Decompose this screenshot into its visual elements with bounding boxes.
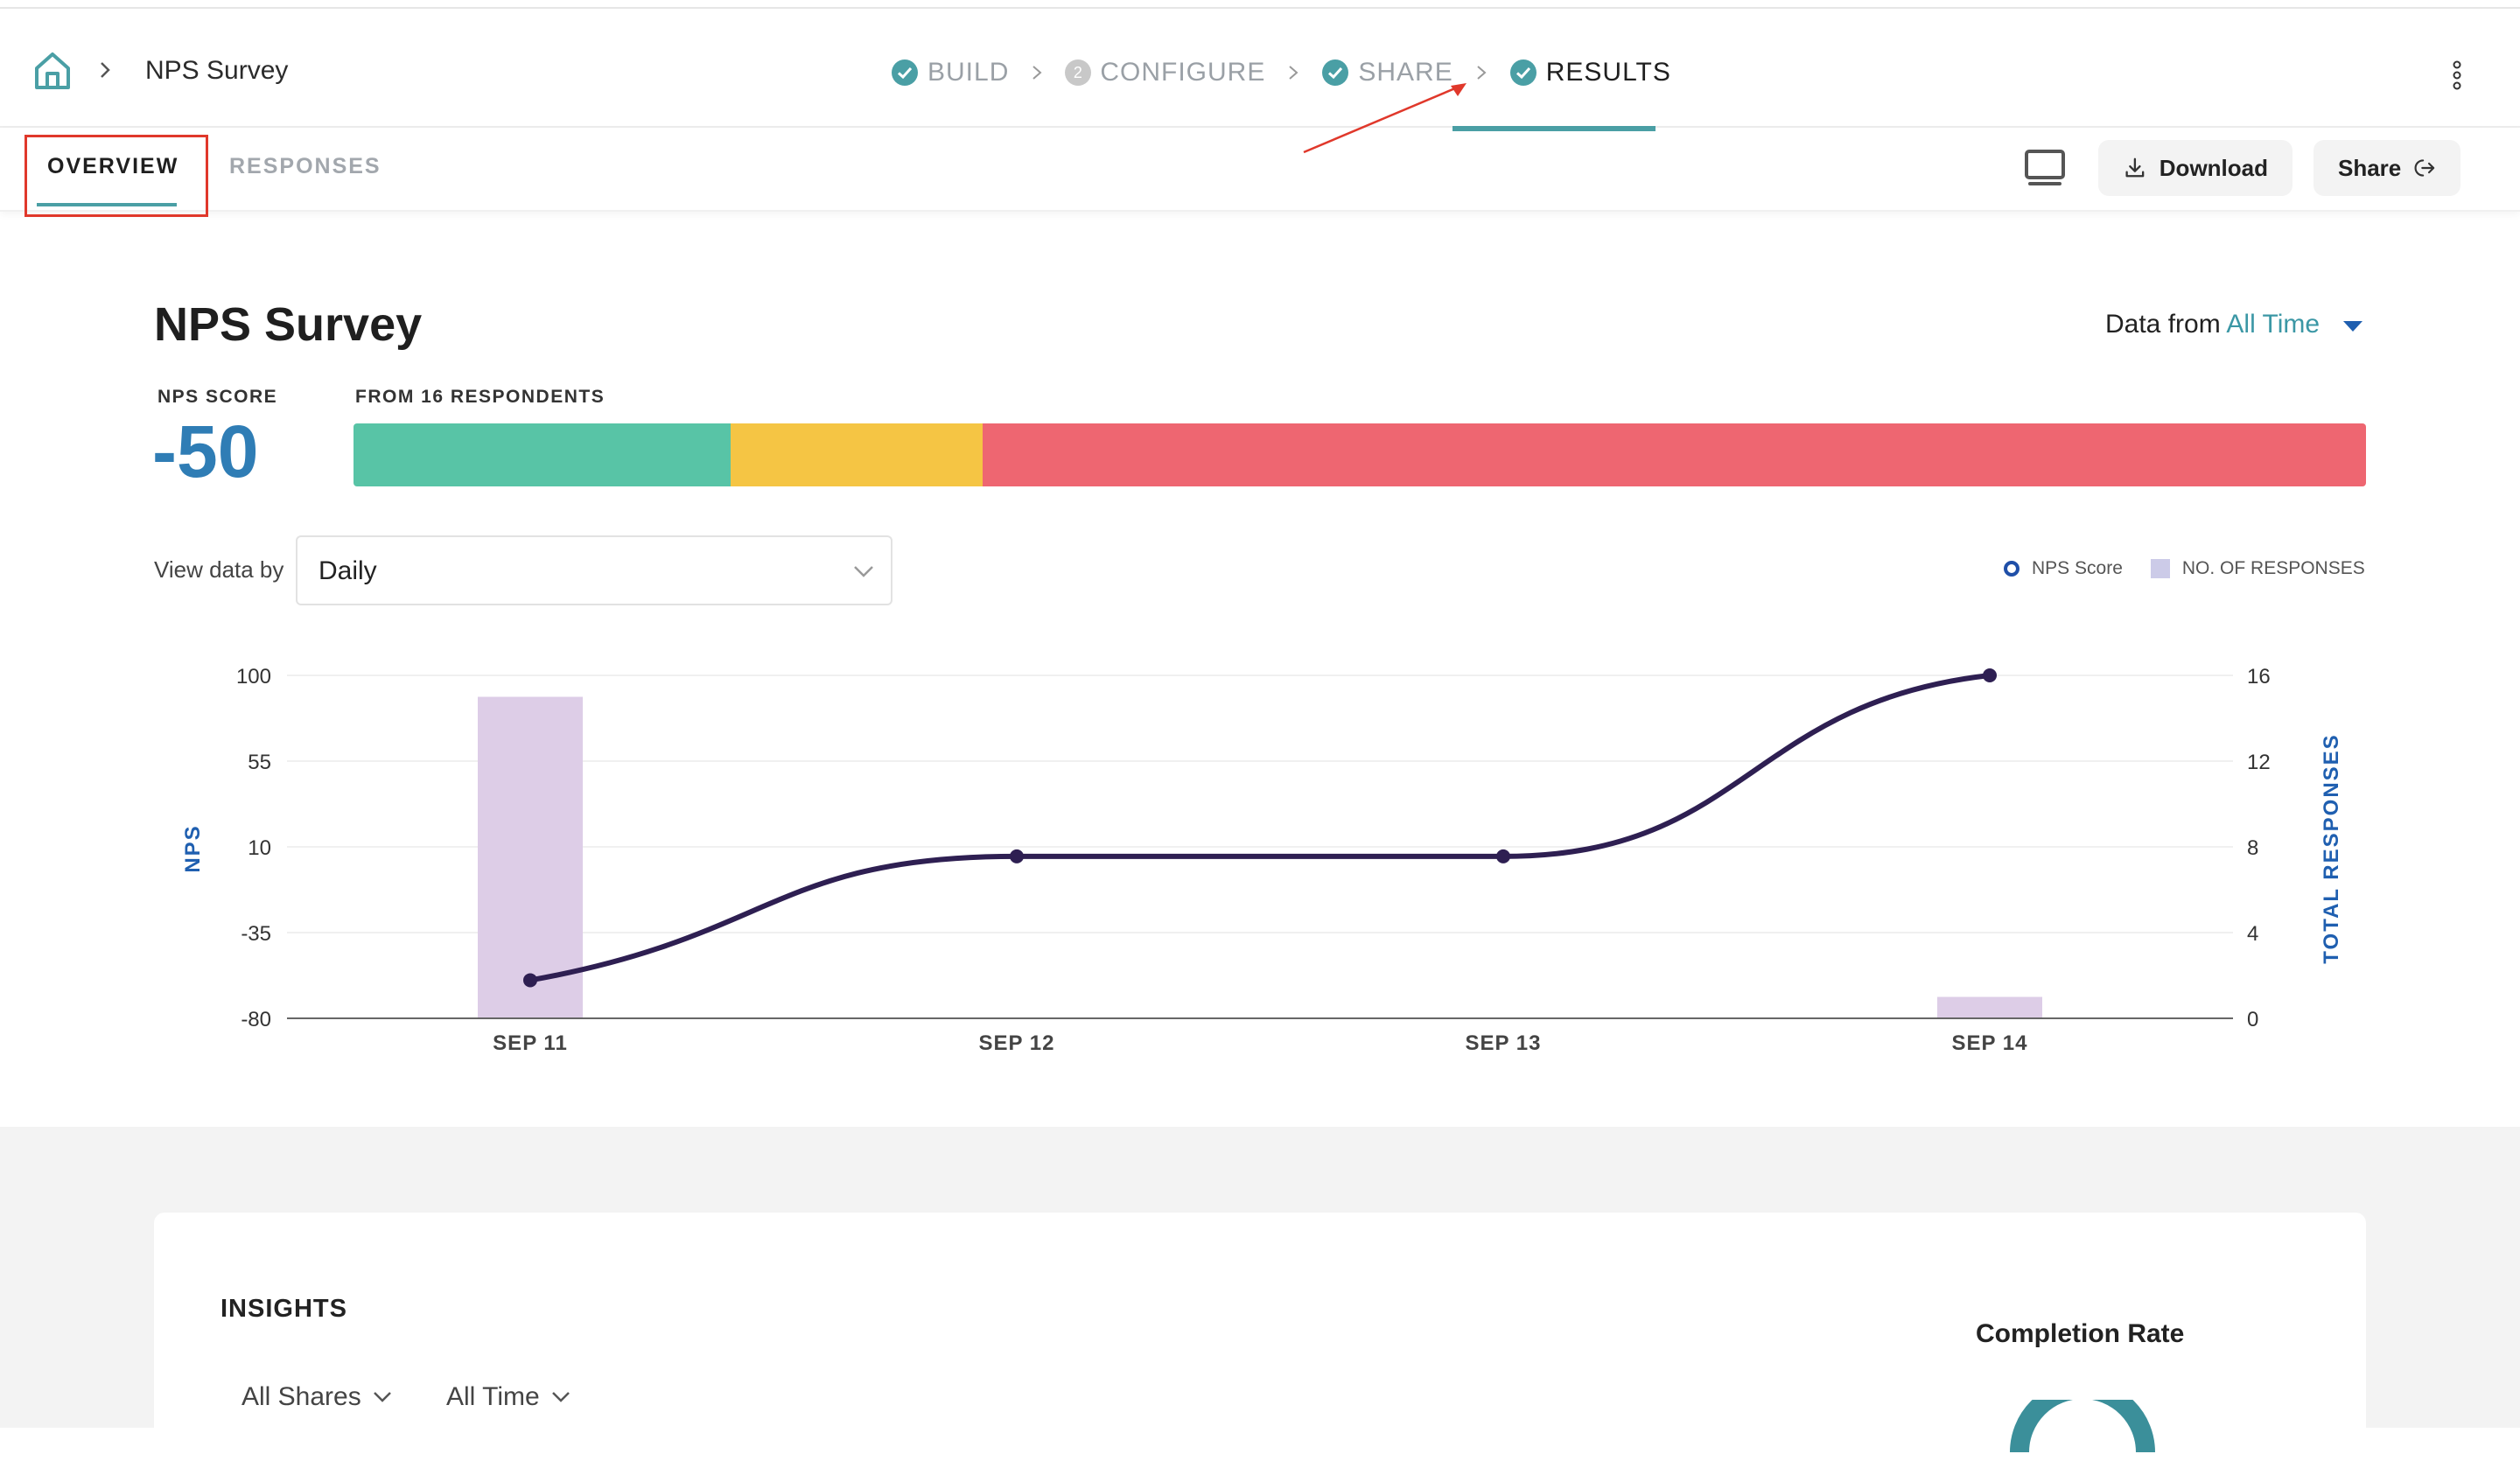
chevron-right-icon: [1477, 66, 1487, 80]
nps-distribution-bar: [354, 423, 2366, 486]
nps-chart: 100 55 10 -35 -80 16 12 8 4 0 NPS TOTAL RESPONSES SE…: [181, 665, 2343, 1055]
chevron-right-icon: [101, 62, 110, 78]
filter-shares-dropdown[interactable]: All Shares: [242, 1382, 393, 1412]
active-step-indicator: [1452, 126, 1656, 131]
home-icon[interactable]: [32, 49, 74, 91]
annotation-highlight-box: [24, 135, 208, 217]
legend-square-icon: [2150, 559, 2170, 578]
y-right-tick-label: 16: [2247, 665, 2271, 689]
view-by-select[interactable]: Daily: [296, 535, 892, 605]
x-tick-label: SEP 11: [493, 1031, 568, 1055]
filter-shares-label: All Shares: [242, 1382, 361, 1411]
chevron-down-icon: [854, 566, 873, 577]
check-circle-icon: [1322, 59, 1349, 86]
share-exit-icon: [2414, 159, 2435, 177]
nps-point: [1010, 849, 1024, 863]
nps-score-label: NPS SCORE: [158, 387, 278, 407]
y-left-tick-label: 55: [248, 751, 271, 774]
filter-time-label: All Time: [446, 1382, 540, 1411]
data-range-selector[interactable]: Data from All Time: [2105, 310, 2320, 339]
page-title: NPS Survey: [154, 298, 423, 351]
y-right-tick-label: 8: [2247, 836, 2258, 860]
y-left-axis-label: NPS: [181, 824, 205, 872]
annotation-arrow-icon: [1303, 83, 1466, 154]
chevron-right-icon: [1289, 66, 1298, 80]
app-header: NPS Survey BUILD 2 CONFIGURE SHARE: [0, 9, 2520, 131]
nps-segment-detractors: [982, 423, 2366, 486]
legend-responses: NO. OF RESPONSES: [2181, 558, 2365, 578]
x-tick-label: SEP 14: [1952, 1031, 2028, 1055]
top-border: [0, 0, 2520, 9]
step-label: SHARE: [1358, 58, 1453, 87]
y-right-axis-label: TOTAL RESPONSES: [2320, 733, 2343, 963]
nps-segment-passives: [731, 423, 983, 486]
nps-point: [1983, 668, 1997, 682]
legend-nps: NPS Score: [2032, 558, 2123, 578]
download-label: Download: [2159, 154, 2268, 181]
download-button[interactable]: Download: [2098, 140, 2292, 196]
caret-down-icon[interactable]: [2342, 318, 2364, 334]
active-tab-indicator: [37, 203, 177, 206]
chevron-right-icon: [1032, 66, 1042, 80]
legend-circle-icon: [2004, 561, 2020, 577]
insights-title: INSIGHTS: [220, 1295, 347, 1323]
breadcrumb-title[interactable]: NPS Survey: [145, 56, 289, 85]
filter-time-dropdown[interactable]: All Time: [446, 1382, 571, 1412]
monitor-preview-icon[interactable]: [2023, 149, 2067, 187]
step-results[interactable]: RESULTS: [1509, 58, 1671, 87]
download-icon: [2125, 157, 2145, 178]
y-right-tick-label: 0: [2247, 1008, 2258, 1031]
y-left-tick-label: -80: [241, 1008, 271, 1031]
nps-line: [529, 673, 1991, 983]
x-tick-label: SEP 13: [1466, 1031, 1542, 1055]
nps-segment-promoters: [354, 423, 732, 486]
chevron-down-icon: [551, 1392, 570, 1402]
y-left-tick-label: -35: [241, 922, 271, 946]
step-label: BUILD: [928, 58, 1010, 87]
more-options-icon[interactable]: [2446, 58, 2468, 93]
data-from-prefix: Data from: [2105, 310, 2221, 339]
check-circle-icon: [1509, 59, 1536, 86]
share-button[interactable]: Share: [2314, 140, 2460, 196]
nps-point: [1496, 849, 1510, 863]
share-label: Share: [2338, 154, 2402, 181]
y-right-tick-label: 12: [2247, 751, 2271, 774]
chart-legend: NPS Score NO. OF RESPONSES: [2004, 558, 2365, 579]
respondents-label: FROM 16 RESPONDENTS: [355, 387, 606, 407]
chevron-down-icon: [373, 1392, 391, 1402]
step-share[interactable]: SHARE: [1321, 58, 1452, 87]
tab-overview[interactable]: OVERVIEW: [47, 154, 179, 178]
y-left-tick-label: 100: [236, 665, 271, 689]
x-tick-label: SEP 12: [979, 1031, 1055, 1055]
completion-rate-label: Completion Rate: [1976, 1319, 2185, 1348]
bar-responses: [1937, 996, 2042, 1018]
y-right-tick-label: 4: [2247, 922, 2258, 946]
wizard-steps: BUILD 2 CONFIGURE SHARE RESULTS: [891, 51, 1671, 94]
tab-responses[interactable]: RESPONSES: [229, 154, 382, 178]
step-label: CONFIGURE: [1100, 58, 1266, 87]
completion-rate-donut: [2010, 1400, 2155, 1452]
step-build[interactable]: BUILD: [891, 58, 1009, 87]
check-circle-icon: [892, 59, 918, 86]
view-by-value: Daily: [318, 556, 377, 585]
results-subnav: OVERVIEW RESPONSES: [0, 128, 2520, 212]
nps-point: [523, 973, 537, 988]
step-configure[interactable]: 2 CONFIGURE: [1065, 58, 1265, 87]
y-left-tick-label: 10: [248, 836, 271, 860]
view-by-label: View data by: [154, 556, 284, 583]
data-from-value[interactable]: All Time: [2226, 310, 2320, 339]
step-number-badge: 2: [1065, 59, 1092, 86]
bar-responses: [478, 696, 583, 1018]
nps-score-value: -50: [152, 410, 259, 493]
step-label: RESULTS: [1545, 58, 1671, 87]
